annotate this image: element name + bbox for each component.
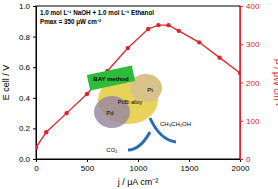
tick-mark [240, 6, 243, 7]
tick-label: 500 [81, 164, 95, 173]
annotation: BAY method [93, 76, 129, 82]
marker [44, 130, 48, 134]
tick-label: 1500 [181, 164, 199, 173]
annotation: Pmax = 350 μW cm⁻² [40, 18, 101, 26]
annotation: 1.0 mol L⁻¹ NaOH + 1.0 mol L⁻¹ Ethanol [40, 9, 154, 16]
marker [197, 40, 201, 44]
inset-arrow [128, 132, 150, 150]
tick-mark [87, 159, 88, 162]
series-line [36, 25, 240, 147]
tick-mark [33, 37, 36, 38]
y2-axis-title: P / μW cm⁻² [272, 59, 278, 107]
tick-mark [33, 159, 36, 160]
annotation: CH₃CH₂OH [160, 121, 191, 127]
axis-line [33, 7, 37, 160]
tick-label: 0 [34, 164, 39, 173]
tick: 0.6 [19, 63, 36, 72]
annotation: CO₂ [106, 147, 118, 153]
y-axis: 0.0 0.2 0.4 0.6 0.8 1.0 [19, 2, 37, 164]
chart: 0 500 1000 1500 2000 0.0 0.2 0.4 0.6 0.8 1.0 0 100 20… [0, 0, 278, 189]
tick-label: 1.0 [19, 2, 31, 11]
tick-label: 0.4 [19, 94, 31, 103]
tick-label: 0 [246, 155, 251, 164]
axis-line [37, 160, 241, 163]
inset [87, 65, 176, 150]
y2-axis: 0 100 200 300 400 [240, 2, 260, 164]
tick-mark [189, 159, 190, 162]
marker [85, 92, 89, 96]
plot-area [36, 23, 240, 150]
tick: 200 [240, 79, 260, 88]
tick-label: 400 [246, 2, 260, 11]
tick: 1000 [130, 159, 148, 173]
inset-shape [130, 74, 162, 102]
tick-mark [33, 128, 36, 129]
marker [146, 27, 150, 31]
tick-mark [240, 83, 243, 84]
tick-mark [138, 159, 139, 162]
tick-mark [33, 6, 36, 7]
tick-mark [33, 98, 36, 99]
tick-label: 2000 [232, 164, 250, 173]
x-axis: 0 500 1000 1500 2000 [34, 159, 250, 173]
tick-mark [240, 159, 243, 160]
tick: 0 [240, 155, 251, 164]
tick: 0.8 [19, 33, 36, 42]
marker [64, 111, 68, 115]
tick: 0.4 [19, 94, 36, 103]
tick-mark [33, 67, 36, 68]
tick: 0.2 [19, 124, 36, 133]
tick-label: 1000 [130, 164, 148, 173]
plot-frame [36, 6, 240, 159]
marker [126, 46, 130, 50]
annotation: Pt/Bi alloy [118, 99, 143, 105]
annotation: Pt [147, 87, 153, 93]
tick: 400 [240, 2, 260, 11]
tick-label: 0.0 [19, 155, 31, 164]
tick-mark [240, 44, 243, 45]
tick-label: 0.2 [19, 124, 31, 133]
tick: 0 [34, 159, 39, 173]
axis-line [241, 7, 244, 160]
tick: 0.0 [19, 155, 36, 164]
marker [156, 23, 160, 27]
marker [166, 23, 170, 27]
tick: 500 [81, 159, 95, 173]
annotation: Pd [106, 110, 113, 116]
tick-label: 0.6 [19, 63, 31, 72]
marker [217, 55, 221, 59]
marker [177, 29, 181, 33]
x-axis-title: j / μA cm⁻² [117, 177, 159, 187]
marker [238, 71, 240, 75]
tick: 300 [240, 40, 260, 49]
tick: 1.0 [19, 2, 36, 11]
tick: 100 [240, 117, 260, 126]
tick: 1500 [181, 159, 199, 173]
tick-mark [240, 121, 243, 122]
tick-label: 100 [246, 117, 260, 126]
tick-label: 0.8 [19, 33, 31, 42]
tick-label: 300 [246, 40, 260, 49]
inset-shape [87, 65, 135, 90]
y-axis-title: E cell / V [1, 65, 11, 101]
marker [36, 145, 38, 149]
tick-label: 200 [246, 79, 260, 88]
